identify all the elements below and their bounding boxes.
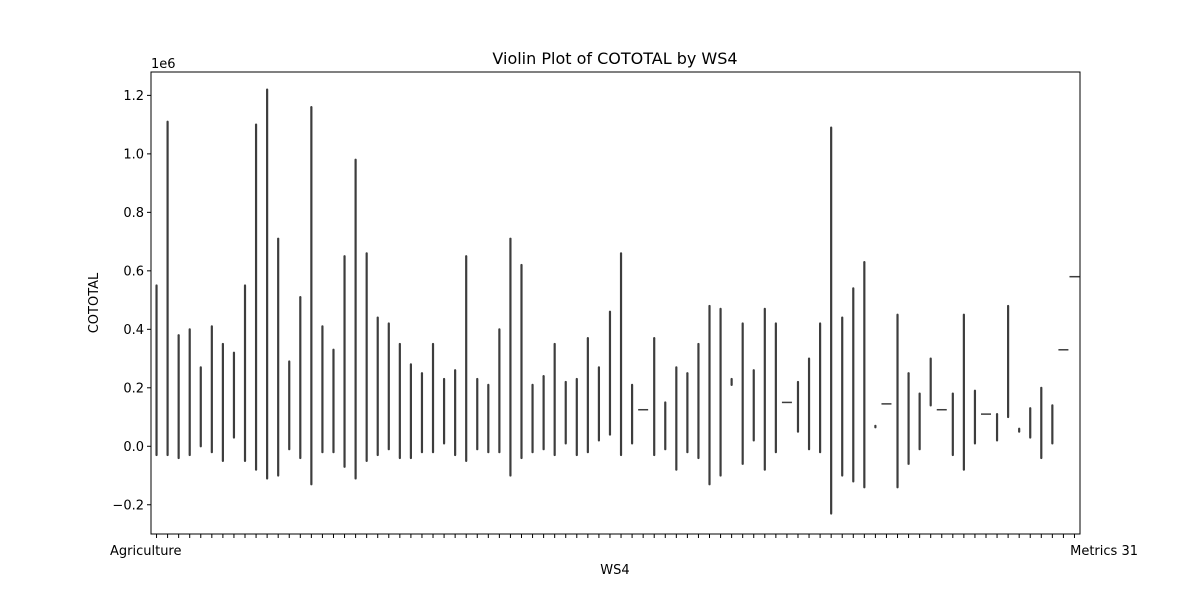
y-tick-label: 1.0 bbox=[123, 147, 144, 162]
violin-series bbox=[155, 88, 1080, 515]
x-axis-label: WS4 bbox=[600, 563, 629, 578]
y-tick-label: 1.2 bbox=[123, 89, 144, 104]
y-tick-label: 0.6 bbox=[123, 264, 144, 279]
y-axis-label: COTOTAL bbox=[87, 272, 102, 333]
y-tick-label: 0.0 bbox=[123, 440, 144, 455]
x-axis-ticks bbox=[156, 534, 1075, 538]
y-axis-offset-label: 1e6 bbox=[151, 57, 176, 72]
y-axis-ticks: −0.2 0.0 0.2 0.4 0.6 0.8 1.0 1.2 bbox=[112, 89, 151, 513]
chart-title: Violin Plot of COTOTAL by WS4 bbox=[492, 49, 737, 68]
y-tick-label: 0.2 bbox=[123, 381, 144, 396]
y-tick-label: 0.8 bbox=[123, 206, 144, 221]
y-tick-label: 0.4 bbox=[123, 323, 144, 338]
x-category-label-last: Metrics 31 bbox=[1070, 544, 1138, 559]
plot-frame bbox=[150, 71, 1081, 535]
x-category-label-first: Agriculture bbox=[110, 544, 182, 559]
y-tick-label: −0.2 bbox=[112, 498, 144, 513]
